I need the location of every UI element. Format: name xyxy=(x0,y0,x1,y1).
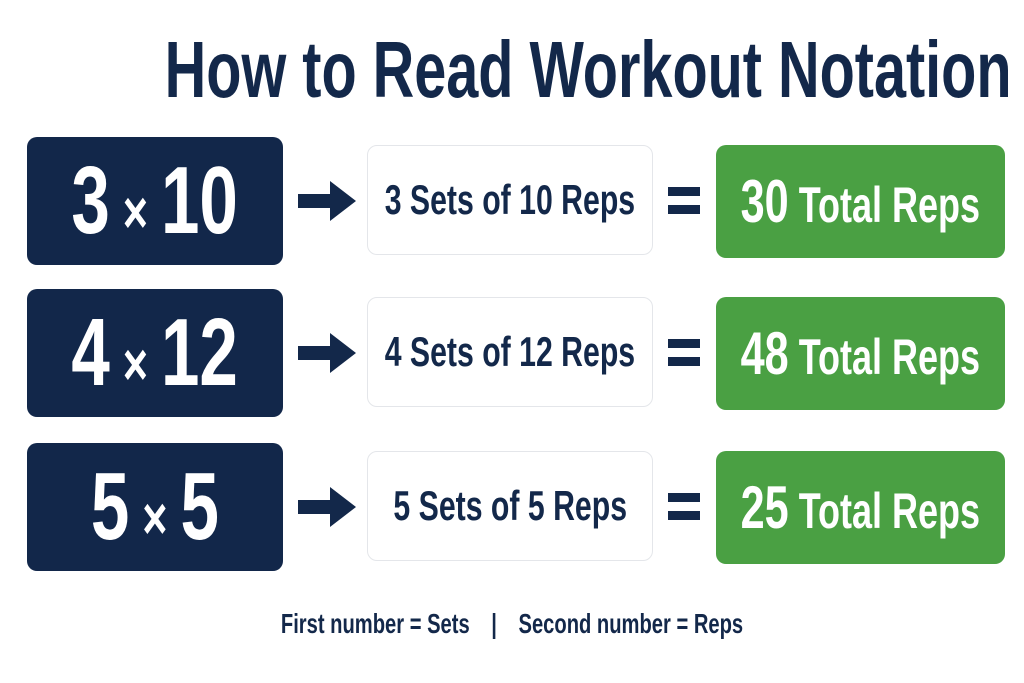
equals-icon xyxy=(668,187,700,215)
reps-number: 12 xyxy=(161,299,239,406)
reps-number: 5 xyxy=(180,453,220,560)
times-symbol: × xyxy=(123,179,149,246)
footer-reps-note: Second number = Reps xyxy=(518,608,744,639)
title-text: How to Read Workout Notation xyxy=(164,25,1012,114)
notation-box: 3 × 10 xyxy=(27,137,283,265)
description-text: 5 Sets of 5 Reps xyxy=(393,482,627,529)
sets-number: 5 xyxy=(90,453,130,560)
equals-icon xyxy=(668,339,700,367)
times-symbol: × xyxy=(123,331,149,398)
description-box: 5 Sets of 5 Reps xyxy=(367,451,653,561)
sets-number: 4 xyxy=(71,299,111,406)
notation-box: 5 × 5 xyxy=(27,443,283,571)
sets-number: 3 xyxy=(71,147,111,254)
notation-row-3: 5 × 5 5 Sets of 5 Reps 25 Total Reps xyxy=(0,443,1024,573)
legend-footer: First number = Sets | Second number = Reps xyxy=(0,608,1024,640)
notation-box: 4 × 12 xyxy=(27,289,283,417)
total-number: 48 xyxy=(740,320,789,387)
description-box: 3 Sets of 10 Reps xyxy=(367,145,653,255)
times-symbol: × xyxy=(142,485,168,552)
notation-row-1: 3 × 10 3 Sets of 10 Reps 30 Total Reps xyxy=(0,137,1024,267)
description-text: 4 Sets of 12 Reps xyxy=(384,328,636,375)
total-number: 25 xyxy=(740,474,789,541)
reps-number: 10 xyxy=(161,147,239,254)
notation-row-2: 4 × 12 4 Sets of 12 Reps 48 Total Reps xyxy=(0,289,1024,419)
arrow-right-icon xyxy=(298,487,356,527)
equals-icon xyxy=(668,493,700,521)
page-title: How to Read Workout Notation xyxy=(0,22,1024,118)
total-box: 48 Total Reps xyxy=(716,297,1005,410)
total-label: Total Reps xyxy=(798,177,981,233)
total-box: 30 Total Reps xyxy=(716,145,1005,258)
total-number: 30 xyxy=(740,168,789,235)
description-box: 4 Sets of 12 Reps xyxy=(367,297,653,407)
total-box: 25 Total Reps xyxy=(716,451,1005,564)
footer-sets-note: First number = Sets xyxy=(280,608,470,639)
arrow-right-icon xyxy=(298,181,356,221)
footer-separator: | xyxy=(491,608,497,639)
description-text: 3 Sets of 10 Reps xyxy=(384,176,636,223)
arrow-right-icon xyxy=(298,333,356,373)
total-label: Total Reps xyxy=(798,483,981,539)
total-label: Total Reps xyxy=(798,329,981,385)
